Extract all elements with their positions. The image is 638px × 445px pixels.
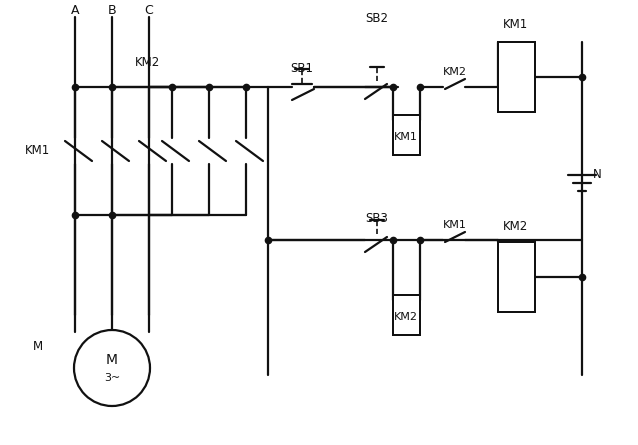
Text: KM1: KM1: [443, 220, 467, 230]
Text: SB1: SB1: [290, 61, 313, 74]
Circle shape: [74, 330, 150, 406]
Text: B: B: [108, 4, 116, 17]
Text: KM2: KM2: [443, 67, 467, 77]
Text: KM2: KM2: [135, 56, 161, 69]
Text: M: M: [33, 340, 43, 352]
Bar: [498, 242, 535, 312]
Bar: [498, 42, 535, 112]
Text: A: A: [71, 4, 79, 17]
Bar: [393, 295, 420, 335]
Text: KM1: KM1: [26, 143, 50, 157]
Text: KM1: KM1: [394, 132, 418, 142]
Text: KM2: KM2: [394, 312, 418, 322]
Text: N: N: [593, 169, 602, 182]
Text: SB3: SB3: [366, 211, 389, 224]
Bar: [393, 115, 420, 155]
Text: SB2: SB2: [366, 12, 389, 24]
Text: KM2: KM2: [503, 221, 529, 234]
Text: 3~: 3~: [104, 373, 120, 383]
Text: KM1: KM1: [503, 19, 529, 32]
Text: C: C: [145, 4, 153, 17]
Text: M: M: [106, 353, 118, 367]
